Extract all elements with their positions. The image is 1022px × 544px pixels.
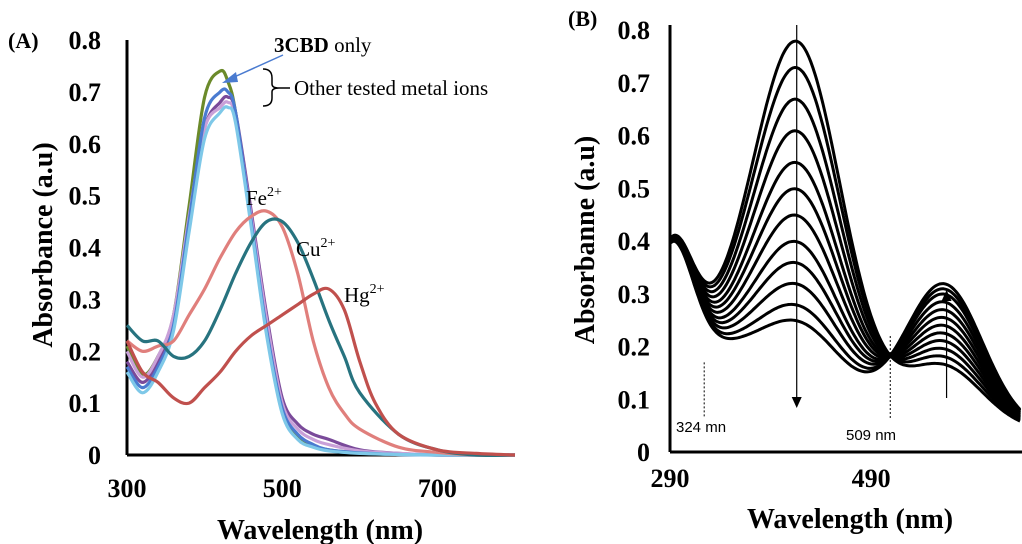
panel-a-x-axis-label: Wavelength (nm) [217, 515, 423, 544]
decrease-arrow-head [791, 397, 802, 408]
panel-a-y-tick-label: 0.5 [69, 182, 102, 211]
panel-b-series-line-7 [669, 213, 1021, 416]
panel-b-series-line-1 [669, 39, 1021, 423]
panel-a-series-line-8 [125, 286, 516, 457]
panel-b-series-line-12 [669, 239, 1022, 411]
annotation-fe-sup: 2+ [267, 185, 282, 200]
annotation-ligand-only: 3CBD only [274, 33, 372, 57]
panel-b-y-tick-label: 0.1 [618, 385, 651, 414]
panel-a-y-tick-label: 0 [88, 441, 101, 470]
panel-a-y-tick-label: 0.4 [69, 234, 102, 263]
panel-a-y-tick-label: 0.6 [69, 130, 102, 159]
panel-a-y-tick-label: 0.2 [69, 337, 102, 366]
panel-b-series [669, 39, 1022, 423]
panel-b-series-line-4 [669, 129, 1021, 419]
annotation-arrow-line [231, 54, 284, 79]
annotation-isosbestic-1: 324 mn [676, 419, 726, 436]
panel-b-y-tick-label: 0.6 [618, 122, 651, 151]
panel-b-x-axis-label: Wavelength (nm) [747, 504, 953, 535]
annotation-fe-text: Fe [246, 186, 267, 210]
panel-b-y-tick-label: 0.8 [618, 16, 651, 45]
panel-a-series [125, 68, 516, 457]
annotation-hg-sup: 2+ [370, 282, 385, 297]
panel-b-x-tick-label: 290 [651, 464, 690, 493]
annotation-hg-text: Hg [344, 283, 370, 307]
panel-b-y-tick-label: 0.2 [618, 333, 651, 362]
panel-b-y-tick-label: 0.7 [618, 69, 651, 98]
annotation-hg: Hg2+ [344, 282, 385, 307]
panel-b-series-line-10 [669, 239, 1022, 412]
panel-a-x-tick-labels: 300 500 700 [108, 474, 457, 503]
panel-b-y-tick-label: 0.5 [618, 174, 651, 203]
panel-a-y-tick-label: 0.8 [69, 26, 102, 55]
annotation-isosbestic-2: 509 nm [846, 427, 896, 444]
panel-a-y-axis-label: Absorbance (a.u) [28, 142, 59, 347]
panel-a-x-tick-label: 700 [418, 474, 457, 503]
annotation-brace [262, 68, 280, 107]
annotation-cu-sup: 2+ [321, 236, 336, 251]
panel-b-series-line-6 [669, 187, 1021, 417]
panel-a-y-tick-labels: 0 0.1 0.2 0.3 0.4 0.5 0.6 0.7 0.8 [69, 26, 102, 470]
panel-a-series-line-5 [125, 105, 515, 457]
panel-a-x-tick-label: 300 [108, 474, 147, 503]
panel-b-y-axis-label: Absorbanne (a.u) [570, 136, 601, 344]
annotation-cu-text: Cu [296, 237, 321, 261]
annotation-fe: Fe2+ [246, 185, 282, 210]
panel-b-series-line-9 [669, 238, 1022, 414]
panel-a-series-line-4 [125, 87, 515, 457]
annotation-arrow-head [222, 72, 238, 83]
panel-b-y-tick-label: 0.3 [618, 280, 651, 309]
panel-a-y-tick-label: 0.3 [69, 285, 102, 314]
panel-a-label: (A) [8, 28, 39, 53]
panel-b: (B) 0 0.1 0.2 0.3 0.4 0.5 0.6 0.7 0.8 290 490 Wav… [568, 6, 1022, 535]
annotation-cu: Cu2+ [296, 236, 336, 261]
panel-b-series-line-11 [669, 239, 1022, 412]
panel-a-series-line-2 [125, 94, 515, 457]
panel-b-y-tick-label: 0.4 [618, 227, 651, 256]
annotation-ligand-name: 3CBD [274, 33, 329, 57]
panel-b-series-line-8 [669, 238, 1021, 415]
panel-a-series-line-6 [126, 209, 516, 457]
panel-b-y-tick-label: 0 [637, 438, 650, 467]
panel-b-y-tick-labels: 0 0.1 0.2 0.3 0.4 0.5 0.6 0.7 0.8 [618, 16, 651, 467]
panel-a: (A) 00.10.20.30.40.50.60.70.8 300 500 700 … [8, 26, 516, 544]
panel-b-series-line-2 [669, 65, 1021, 422]
annotation-ligand-suffix: only [329, 33, 372, 57]
panel-b-series-line-3 [669, 97, 1021, 421]
annotation-other-ions: Other tested metal ions [294, 76, 488, 100]
panel-b-label: (B) [568, 6, 597, 31]
panel-b-x-tick-labels: 290 490 [651, 464, 891, 493]
panel-b-x-tick-label: 490 [852, 464, 891, 493]
panel-b-series-line-5 [669, 160, 1021, 418]
panel-a-y-tick-label: 0.1 [69, 389, 102, 418]
panel-a-y-tick-label: 0.7 [69, 78, 102, 107]
panel-a-x-tick-label: 500 [263, 474, 302, 503]
